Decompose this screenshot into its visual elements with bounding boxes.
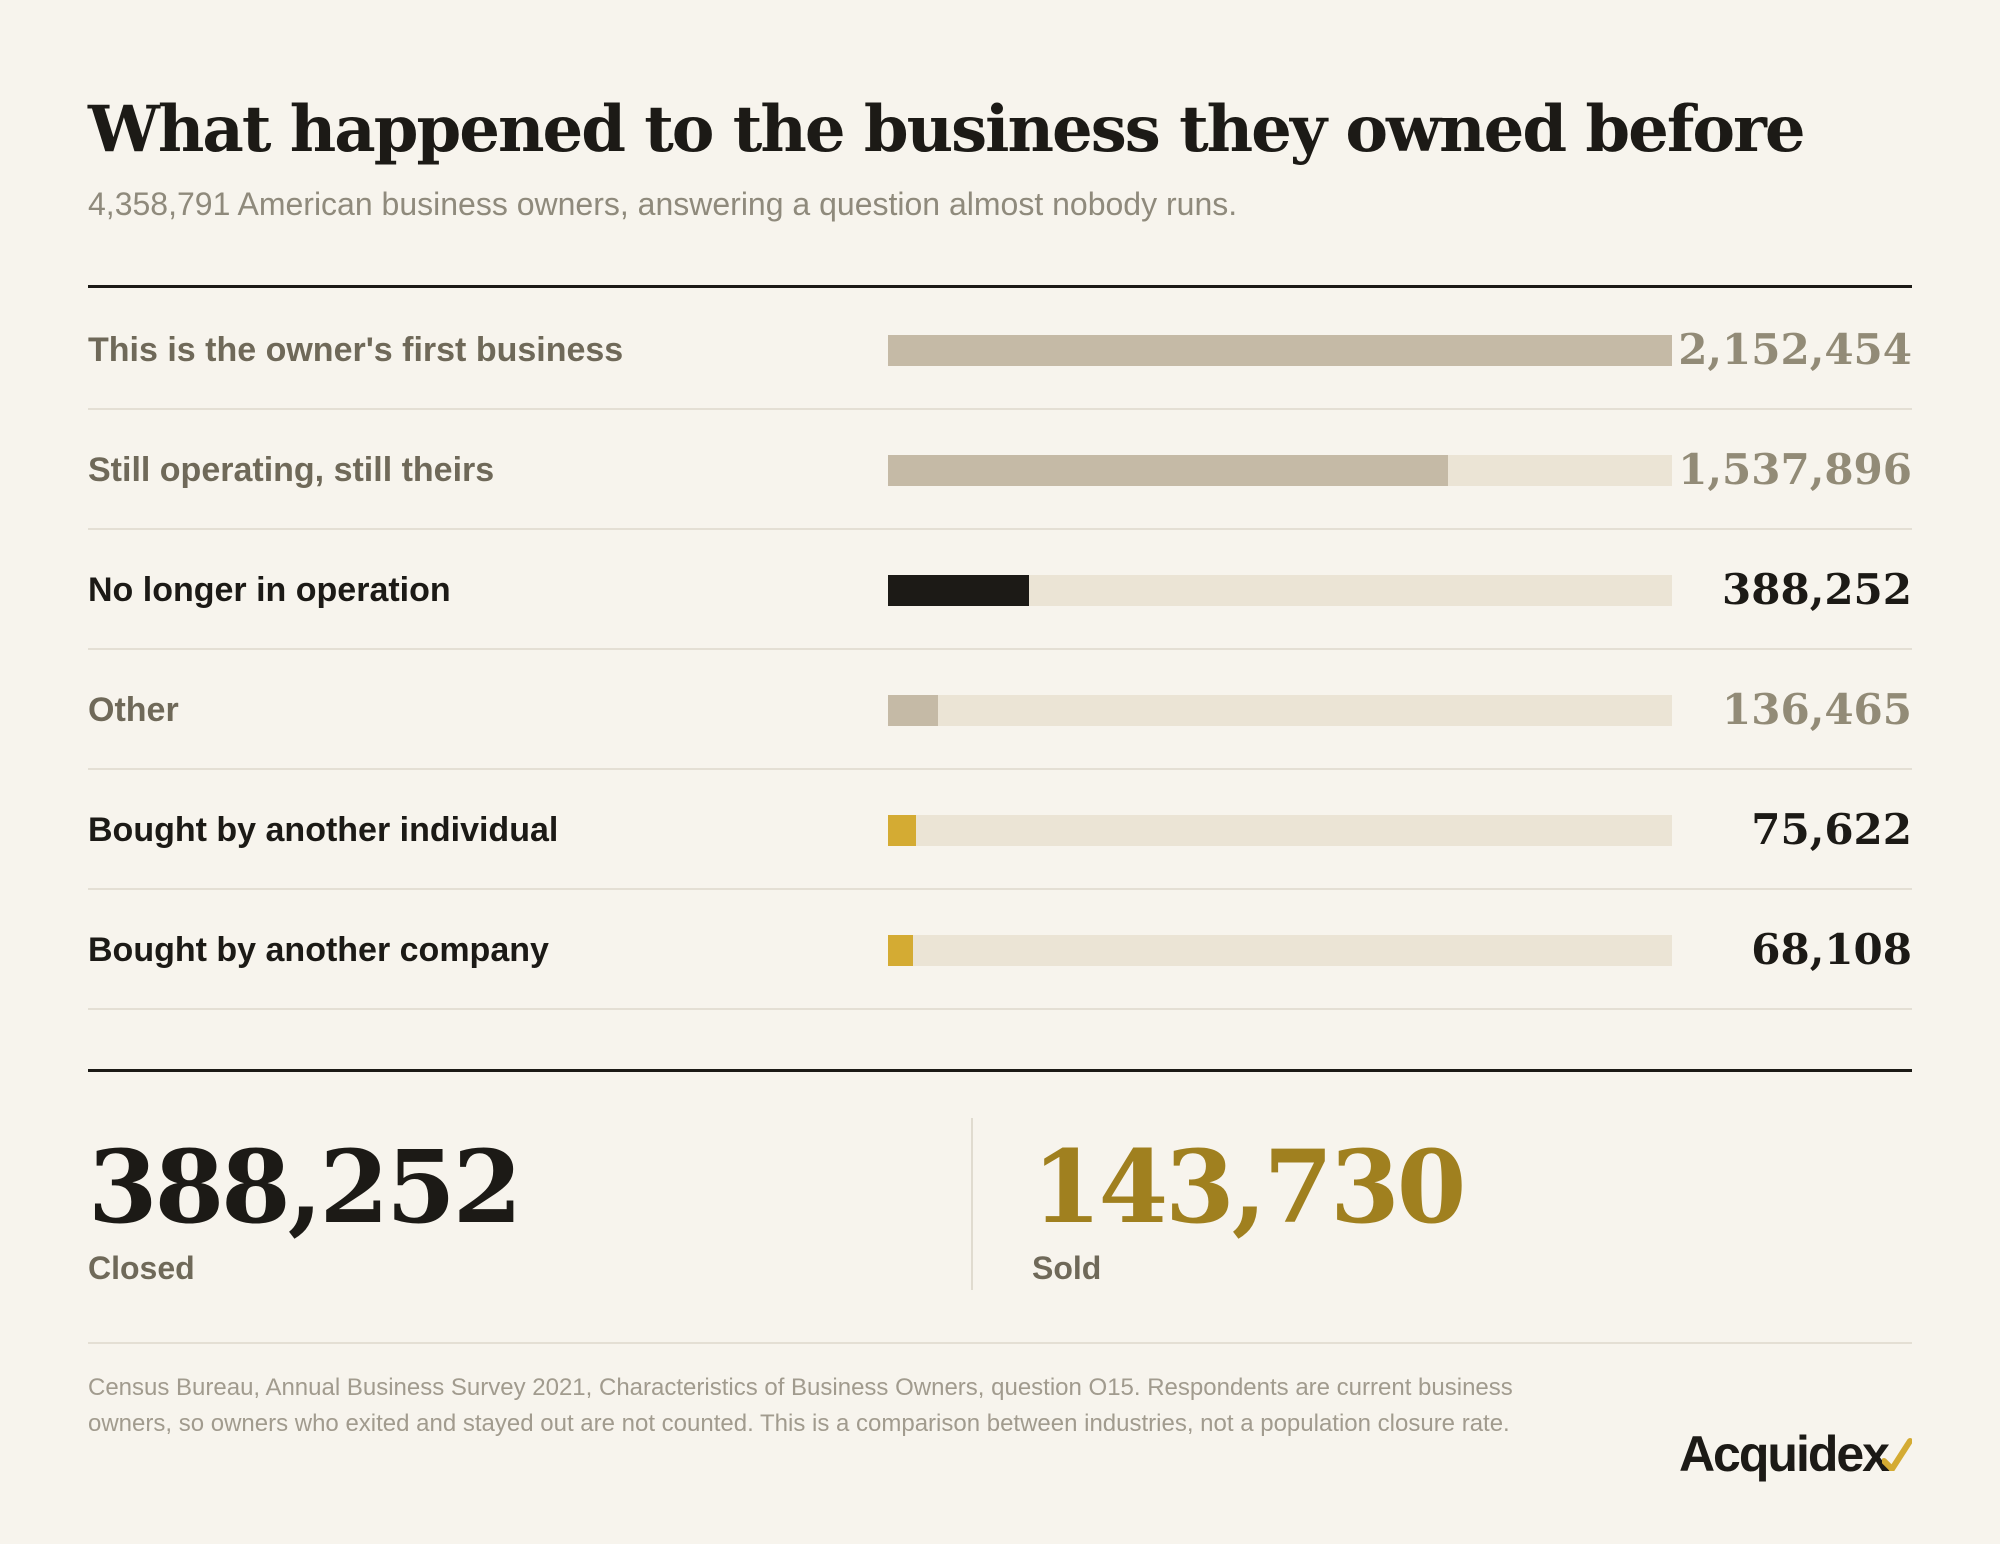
gold-check-mark-icon: [1882, 1438, 1912, 1471]
row-divider: [88, 648, 1912, 650]
brand-logo: Acquidex: [1679, 1424, 1912, 1484]
bar-row: Still operating, still theirs 1,537,896: [88, 410, 1912, 530]
bar: [888, 935, 913, 966]
top-rule: [88, 285, 1912, 288]
bar-value-label: 2,152,454: [1678, 325, 1912, 374]
row-divider: [88, 408, 1912, 410]
bar-value-label: 75,622: [1751, 805, 1912, 854]
footer-rule: [88, 1342, 1912, 1344]
bar-track: [888, 575, 1672, 606]
bar-label: This is the owner's first business: [88, 331, 624, 369]
bar-label: Bought by another company: [88, 931, 549, 969]
bar-row: Other 136,465: [88, 650, 1912, 770]
bar-value-label: 136,465: [1722, 685, 1912, 734]
row-divider: [88, 768, 1912, 770]
row-divider: [88, 528, 1912, 530]
bar-track: [888, 935, 1672, 966]
bar: [888, 815, 916, 846]
source-footnote: Census Bureau, Annual Business Survey 20…: [88, 1374, 1513, 1437]
bar-row: This is the owner's first business 2,152,…: [88, 290, 1912, 410]
bar-track: [888, 815, 1672, 846]
bar-track: [888, 695, 1672, 726]
bar-track: [888, 455, 1672, 486]
infographic: What happened to the business they owned…: [88, 0, 1912, 1544]
bar-value-label: 388,252: [1722, 565, 1912, 614]
bar-row: Bought by another individual 75,622: [88, 770, 1912, 890]
bar-row: Bought by another company 68,108: [88, 890, 1912, 1010]
bar-label: No longer in operation: [88, 571, 451, 609]
page-title: What happened to the business they owned…: [88, 92, 1806, 167]
row-divider: [88, 888, 1912, 890]
bar: [888, 695, 938, 726]
bar-value-label: 1,537,896: [1678, 445, 1912, 494]
bar: [888, 575, 1029, 606]
bar-value-label: 68,108: [1751, 925, 1912, 974]
summary-divider: [971, 1118, 973, 1290]
page-subtitle: 4,358,791 American business owners, answ…: [88, 186, 1238, 222]
closed-total: 388,252: [88, 1128, 522, 1246]
bar-label: Other: [88, 691, 179, 729]
bar-row: No longer in operation 388,252: [88, 530, 1912, 650]
summary-rule: [88, 1069, 1912, 1072]
bar: [888, 335, 1672, 366]
sold-total: 143,730: [1032, 1128, 1466, 1246]
sold-label: Sold: [1032, 1250, 1102, 1286]
bar: [888, 455, 1448, 486]
row-divider: [88, 1008, 1912, 1010]
bar-track: [888, 335, 1672, 366]
bar-label: Still operating, still theirs: [88, 451, 495, 489]
brand-logo-text: Acquidex: [1678, 1426, 1890, 1482]
closed-label: Closed: [88, 1250, 195, 1286]
bar-label: Bought by another individual: [88, 811, 559, 849]
